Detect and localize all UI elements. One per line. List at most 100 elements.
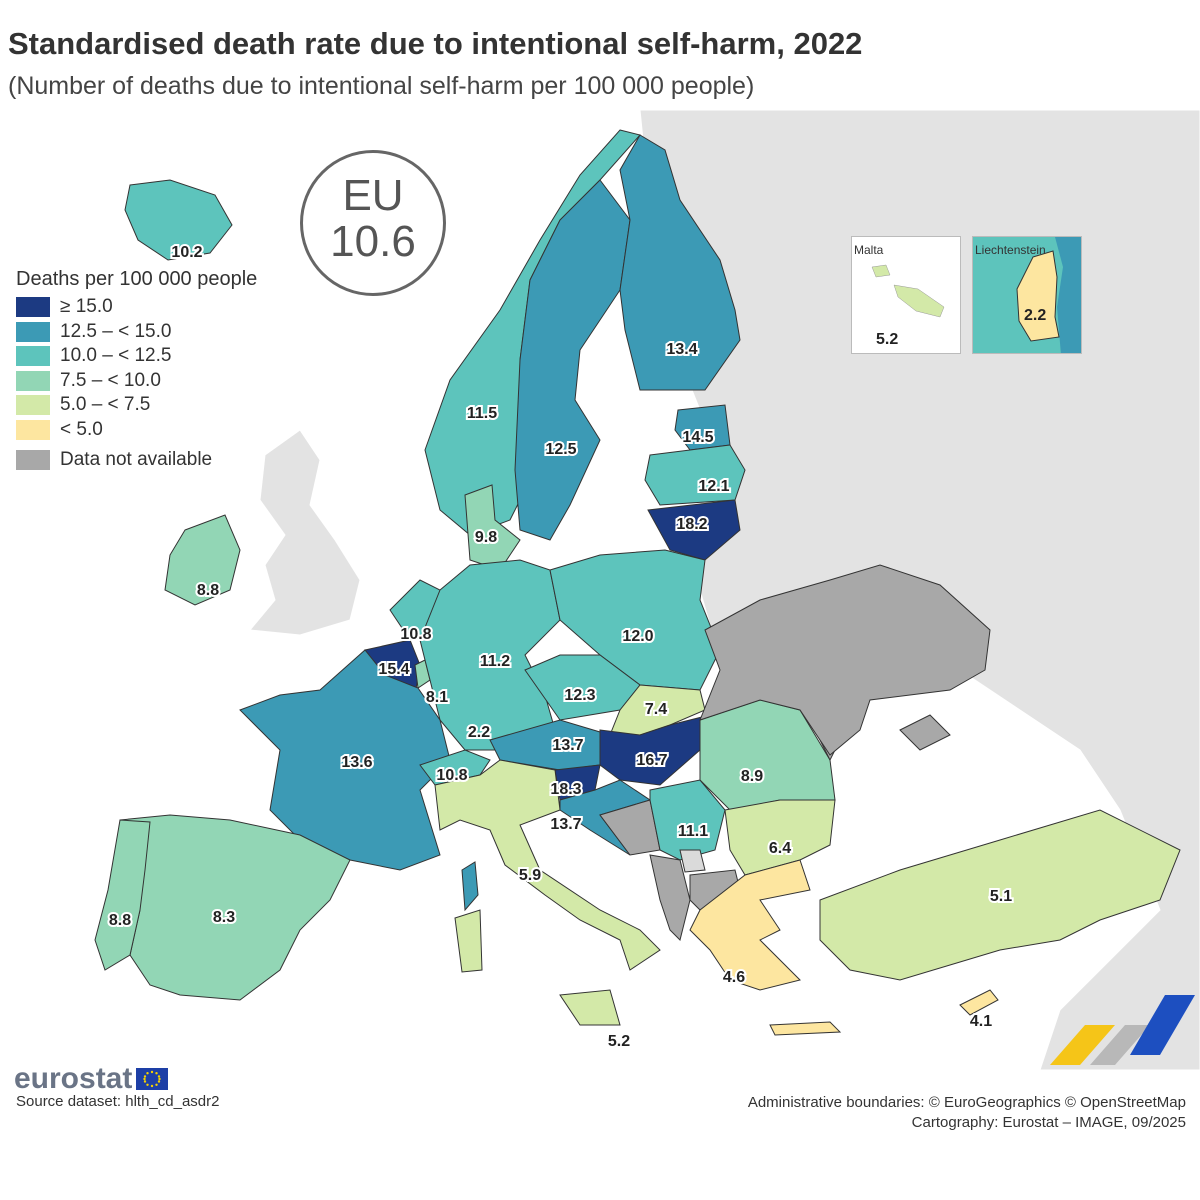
legend-label: Data not available: [60, 449, 213, 471]
credits-boundaries: Administrative boundaries: © EuroGeograp…: [747, 1094, 1186, 1111]
country-denmark[interactable]: [464, 484, 521, 571]
uk-landmass: [249, 429, 361, 636]
eu-badge-label: EU: [342, 171, 404, 220]
inset-liechtenstein: Liechtenstein 2.2: [972, 236, 1082, 354]
country-italy[interactable]: [434, 759, 661, 971]
eu-flag-icon: [136, 1068, 169, 1090]
label-slovenia: 18.3: [550, 781, 581, 798]
label-finland: 13.4: [666, 341, 697, 358]
country-sardinia[interactable]: [454, 909, 483, 973]
malta-shape: [871, 264, 945, 318]
country-ireland[interactable]: [164, 514, 241, 606]
label-croatia: 13.7: [550, 816, 581, 833]
legend-swatch: [16, 370, 50, 391]
country-latvia[interactable]: [644, 444, 746, 506]
label-netherlands: 10.8: [400, 626, 431, 643]
legend-label: ≥ 15.0: [60, 296, 113, 318]
label-iceland: 10.2: [171, 244, 202, 261]
country-crimea[interactable]: [899, 714, 951, 751]
country-greece[interactable]: [689, 859, 811, 991]
country-sicily[interactable]: [559, 989, 621, 1026]
label-ireland: 8.8: [197, 582, 219, 599]
country-sweden[interactable]: [514, 179, 631, 541]
country-spain[interactable]: [119, 814, 351, 1001]
eurostat-logo: eurostat: [14, 1062, 169, 1096]
legend-label: 12.5 – < 15.0: [60, 320, 172, 342]
label-spain: 8.3: [213, 909, 235, 926]
liechtenstein-shape: [1016, 237, 1081, 353]
inset-malta: Malta 5.2: [851, 236, 961, 354]
country-kosovo[interactable]: [679, 849, 706, 873]
label-belgium: 15.4: [378, 661, 409, 678]
legend-swatch: [16, 395, 50, 416]
source-note: Source dataset: hlth_cd_asdr2: [16, 1093, 220, 1110]
country-bulgaria[interactable]: [724, 799, 836, 876]
country-cyprus[interactable]: [959, 989, 999, 1016]
country-france[interactable]: [239, 649, 451, 871]
country-portugal[interactable]: [94, 819, 151, 971]
label-slovakia: 7.4: [645, 701, 667, 718]
legend-item: 5.0 – < 7.5: [16, 393, 257, 418]
eu-average-badge: EU 10.6: [300, 150, 446, 296]
label-greece: 4.6: [723, 969, 745, 986]
country-iceland[interactable]: [124, 179, 233, 261]
label-luxembourg: 8.1: [426, 689, 448, 706]
label-lithuania: 18.2: [676, 516, 707, 533]
legend-swatch: [16, 297, 50, 318]
country-montenegro-albania[interactable]: [649, 854, 691, 941]
label-austria: 13.7: [552, 737, 583, 754]
legend-label: 5.0 – < 7.5: [60, 394, 151, 416]
legend-swatch: [16, 450, 50, 471]
legend-label: 7.5 – < 10.0: [60, 369, 161, 391]
country-ukraine[interactable]: [699, 564, 991, 756]
legend-item: Data not available: [16, 448, 257, 473]
logo-text: eurostat: [14, 1062, 133, 1095]
label-sweden: 12.5: [545, 441, 576, 458]
credits: Administrative boundaries: © EuroGeograp…: [748, 1093, 1186, 1133]
country-crete[interactable]: [769, 1021, 842, 1036]
legend-item: < 5.0: [16, 418, 257, 443]
legend-label: 10.0 – < 12.5: [60, 345, 172, 367]
credits-cartography: Cartography: Eurostat – IMAGE, 09/2025: [911, 1114, 1186, 1131]
legend-item: 10.0 – < 12.5: [16, 344, 257, 369]
map-title: Standardised death rate due to intention…: [8, 26, 863, 61]
legend-item: 12.5 – < 15.0: [16, 320, 257, 345]
inset-liechtenstein-name: Liechtenstein: [975, 243, 1046, 257]
label-malta: 5.2: [608, 1033, 630, 1050]
label-romania: 8.9: [741, 768, 763, 785]
map-subtitle: (Number of deaths due to intentional sel…: [8, 72, 755, 100]
label-denmark: 9.8: [475, 529, 497, 546]
legend-swatch: [16, 346, 50, 367]
countries: [94, 129, 1181, 1036]
label-estonia: 14.5: [682, 429, 713, 446]
value-labels: 10.2 11.5 12.5 13.4 14.5 12.1 18.2 9.8 8…: [107, 242, 1014, 1052]
label-liechtenstein: 2.2: [468, 724, 490, 741]
label-switzerland: 10.8: [436, 767, 467, 784]
country-germany[interactable]: [419, 559, 561, 751]
legend-title: Deaths per 100 000 people: [16, 268, 258, 290]
label-portugal: 8.8: [109, 912, 131, 929]
legend-swatch: [16, 419, 50, 440]
label-italy: 5.9: [519, 867, 541, 884]
label-czechia: 12.3: [564, 687, 595, 704]
label-norway: 11.5: [467, 405, 497, 422]
label-germany: 11.2: [480, 653, 510, 670]
label-serbia: 11.1: [678, 823, 708, 840]
legend: Deaths per 100 000 people ≥ 15.0 12.5 – …: [16, 268, 257, 473]
country-lithuania[interactable]: [647, 499, 741, 561]
legend-item: ≥ 15.0: [16, 295, 257, 320]
country-turkey[interactable]: [819, 809, 1181, 981]
label-latvia: 12.1: [698, 478, 729, 495]
country-corsica[interactable]: [461, 861, 479, 912]
decorative-stripes: [1050, 995, 1195, 1065]
label-cyprus: 4.1: [970, 1013, 992, 1030]
legend-swatch: [16, 321, 50, 342]
inset-malta-name: Malta: [854, 243, 884, 257]
label-turkey: 5.1: [990, 888, 1012, 905]
eu-badge-value: 10.6: [330, 217, 416, 266]
inset-liechtenstein-value: 2.2: [1024, 307, 1047, 324]
label-hungary: 16.7: [636, 752, 667, 769]
country-finland[interactable]: [619, 134, 741, 391]
legend-item: 7.5 – < 10.0: [16, 369, 257, 394]
label-france: 13.6: [341, 754, 372, 771]
